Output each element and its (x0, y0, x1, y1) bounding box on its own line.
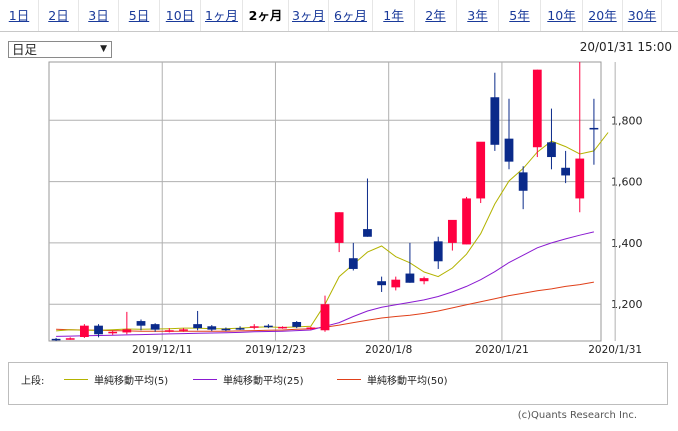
chart-type-value: 日足 (12, 42, 38, 57)
candle-body (391, 279, 401, 288)
y-tick-label: 1,200 (611, 298, 643, 311)
tab-period[interactable]: 3年 (457, 0, 499, 31)
candle-body (589, 127, 599, 130)
copyright: (c)Quants Research Inc. (517, 410, 637, 421)
chart-type-select[interactable]: 日足 ▼ (8, 41, 112, 58)
candle-body (547, 142, 556, 158)
chart-datetime: 20/01/31 15:00 (579, 40, 672, 54)
tab-period[interactable]: 5日 (119, 0, 160, 31)
tab-period[interactable]: 2ヶ月 (243, 0, 289, 31)
candle-body (221, 328, 231, 331)
candle-body (164, 330, 174, 332)
legend-item-label: 単純移動平均(50) (367, 376, 448, 387)
legend-item-sma25: 単純移動平均(25) (193, 372, 304, 387)
tab-period[interactable]: 10日 (160, 0, 201, 31)
chevron-down-icon: ▼ (100, 44, 107, 54)
candle-body (79, 325, 89, 338)
candle-body (51, 338, 61, 341)
tab-period[interactable]: 1日 (0, 0, 39, 31)
period-tabs: 1日 2日 3日 5日 10日 1ヶ月 2ヶ月 3ヶ月 6ヶ月 1年 2年 3年 5年 10年 20年 30年 (0, 0, 678, 31)
candle-body (136, 321, 146, 326)
candle-body (235, 328, 245, 330)
candle-body (348, 258, 358, 269)
x-tick-label: 2020/1/31 (588, 344, 642, 356)
x-tick-label: 2019/12/11 (132, 344, 193, 356)
legend-item-sma50: 単純移動平均(50) (337, 372, 448, 387)
candle-body (363, 229, 372, 237)
price-chart: 1,200 1,400 1,600 1,800 2019/12/11 2019/12/23… (48, 61, 643, 356)
candle-body (122, 329, 132, 333)
candle-body (306, 327, 316, 330)
sma25-line-swatch (193, 379, 217, 380)
legend-box: 上段: 単純移動平均(5) 単純移動平均(25) 単純移動平均(50) (8, 362, 668, 405)
legend-item-label: 単純移動平均(25) (223, 376, 304, 387)
y-tick-label: 1,600 (611, 176, 643, 189)
legend-label: 上段: (21, 376, 45, 387)
sma5-line-swatch (64, 379, 88, 380)
candle-body (207, 326, 217, 330)
candle-body (561, 167, 571, 176)
candle-body (518, 172, 528, 191)
legend-item-sma5: 単純移動平均(5) (64, 372, 168, 387)
candle-body (504, 138, 514, 162)
candle-body (278, 326, 287, 329)
tab-divider (0, 31, 678, 32)
candle-body (179, 329, 188, 331)
tab-period[interactable]: 3日 (79, 0, 119, 31)
candle-body (263, 325, 273, 328)
sma50-line-swatch (337, 379, 361, 380)
x-tick-label: 2019/12/23 (245, 344, 306, 356)
candle-body (334, 212, 344, 243)
candle-body (532, 69, 542, 148)
candle-body (405, 273, 415, 283)
candle-body (377, 281, 387, 286)
tab-period[interactable]: 5年 (499, 0, 541, 31)
candle-body (65, 338, 75, 340)
candle-body (447, 219, 457, 243)
sma5-line (56, 132, 609, 332)
legend-item-label: 単純移動平均(5) (94, 376, 169, 387)
candle-body (249, 326, 259, 328)
y-tick-label: 1,400 (611, 237, 643, 250)
tab-period[interactable]: 2年 (415, 0, 457, 31)
tab-period[interactable]: 2日 (39, 0, 79, 31)
candle-body (108, 331, 118, 334)
tab-period[interactable]: 20年 (583, 0, 623, 31)
y-tick-label: 1,800 (611, 114, 643, 127)
x-tick-label: 2020/1/21 (475, 344, 529, 356)
candle-body (419, 278, 429, 282)
tab-period[interactable]: 6ヶ月 (329, 0, 373, 31)
candle-body (462, 198, 471, 245)
candle-body (433, 241, 443, 262)
candle-body (320, 304, 330, 331)
candle-body (193, 324, 203, 329)
tab-period[interactable]: 1ヶ月 (201, 0, 243, 31)
x-tick-label: 2020/1/8 (365, 344, 412, 356)
candle-body (490, 97, 500, 145)
candle-body (575, 158, 585, 199)
candle-body (94, 325, 103, 335)
candle-body (292, 321, 302, 327)
tab-period[interactable]: 3ヶ月 (289, 0, 329, 31)
tab-period[interactable]: 10年 (541, 0, 583, 31)
candle-body (476, 141, 486, 199)
tab-period[interactable]: 30年 (623, 0, 662, 31)
tab-period[interactable]: 1年 (373, 0, 415, 31)
candle-body (150, 324, 160, 330)
